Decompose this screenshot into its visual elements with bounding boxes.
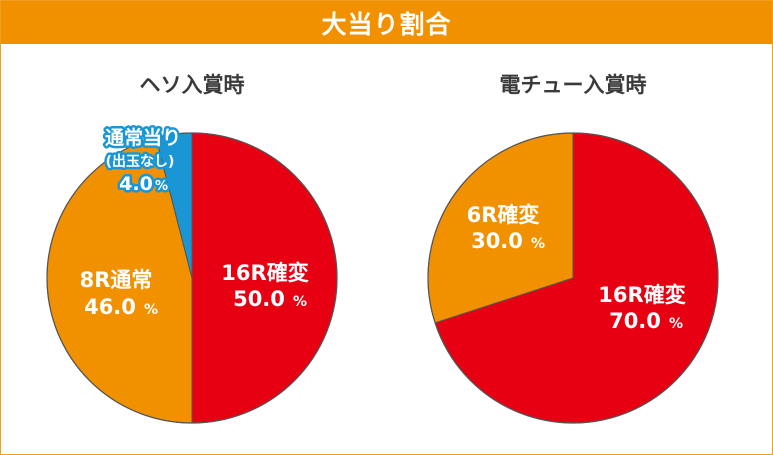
header-title: 大当り割合 [321,9,452,39]
pie-1-slice-label-normal: 通常当り [105,126,181,149]
pie-1-slice-unit-16r: % [293,294,307,310]
pie-2-slice-unit-16r: % [669,316,683,332]
pie-1-slice-unit-normal: % [155,179,168,194]
pie-1-slice-value-16r: 50.0 [233,287,285,311]
pie-2-slice-label-16r: 16R確変 [598,283,685,307]
pie-1-callout: 通常当り (出玉なし) 4.0 % [102,124,183,198]
pie-1-slice-unit-8r: % [144,302,158,318]
pie-2-slice-unit-6r: % [531,236,545,252]
pie-2-slice-value-6r: 30.0 [471,229,523,253]
pie-1-slice-value-normal: 4.0 [119,173,153,195]
pie-1-slice-label-16r: 16R確変 [221,261,308,285]
pie-2-outline [427,132,719,424]
pie-1 [46,132,338,424]
pie-1-outline [46,132,338,424]
pie-1-slice-label-8r: 8R通常 [80,268,153,292]
pie-2-slice-label-6r: 6R確変 [467,203,540,227]
pie-2 [427,132,719,424]
pie-1-labels: 16R確変 50.0 % 8R通常 46.0 % 通常当り (出玉なし) 4.0… [80,124,309,320]
pie-2-title: 電チュー入賞時 [500,73,647,97]
pie-1-slice-value-8r: 46.0 [84,295,136,319]
header-banner: 大当り割合 [1,1,772,44]
pie-1-slice-sublabel-normal: (出玉なし) [106,153,175,170]
pie-1-title: ヘソ入賞時 [140,73,245,97]
pie-2-slice-value-16r: 70.0 [609,309,661,333]
pie-2-labels: 16R確変 70.0 % 6R確変 30.0 % [467,203,686,333]
